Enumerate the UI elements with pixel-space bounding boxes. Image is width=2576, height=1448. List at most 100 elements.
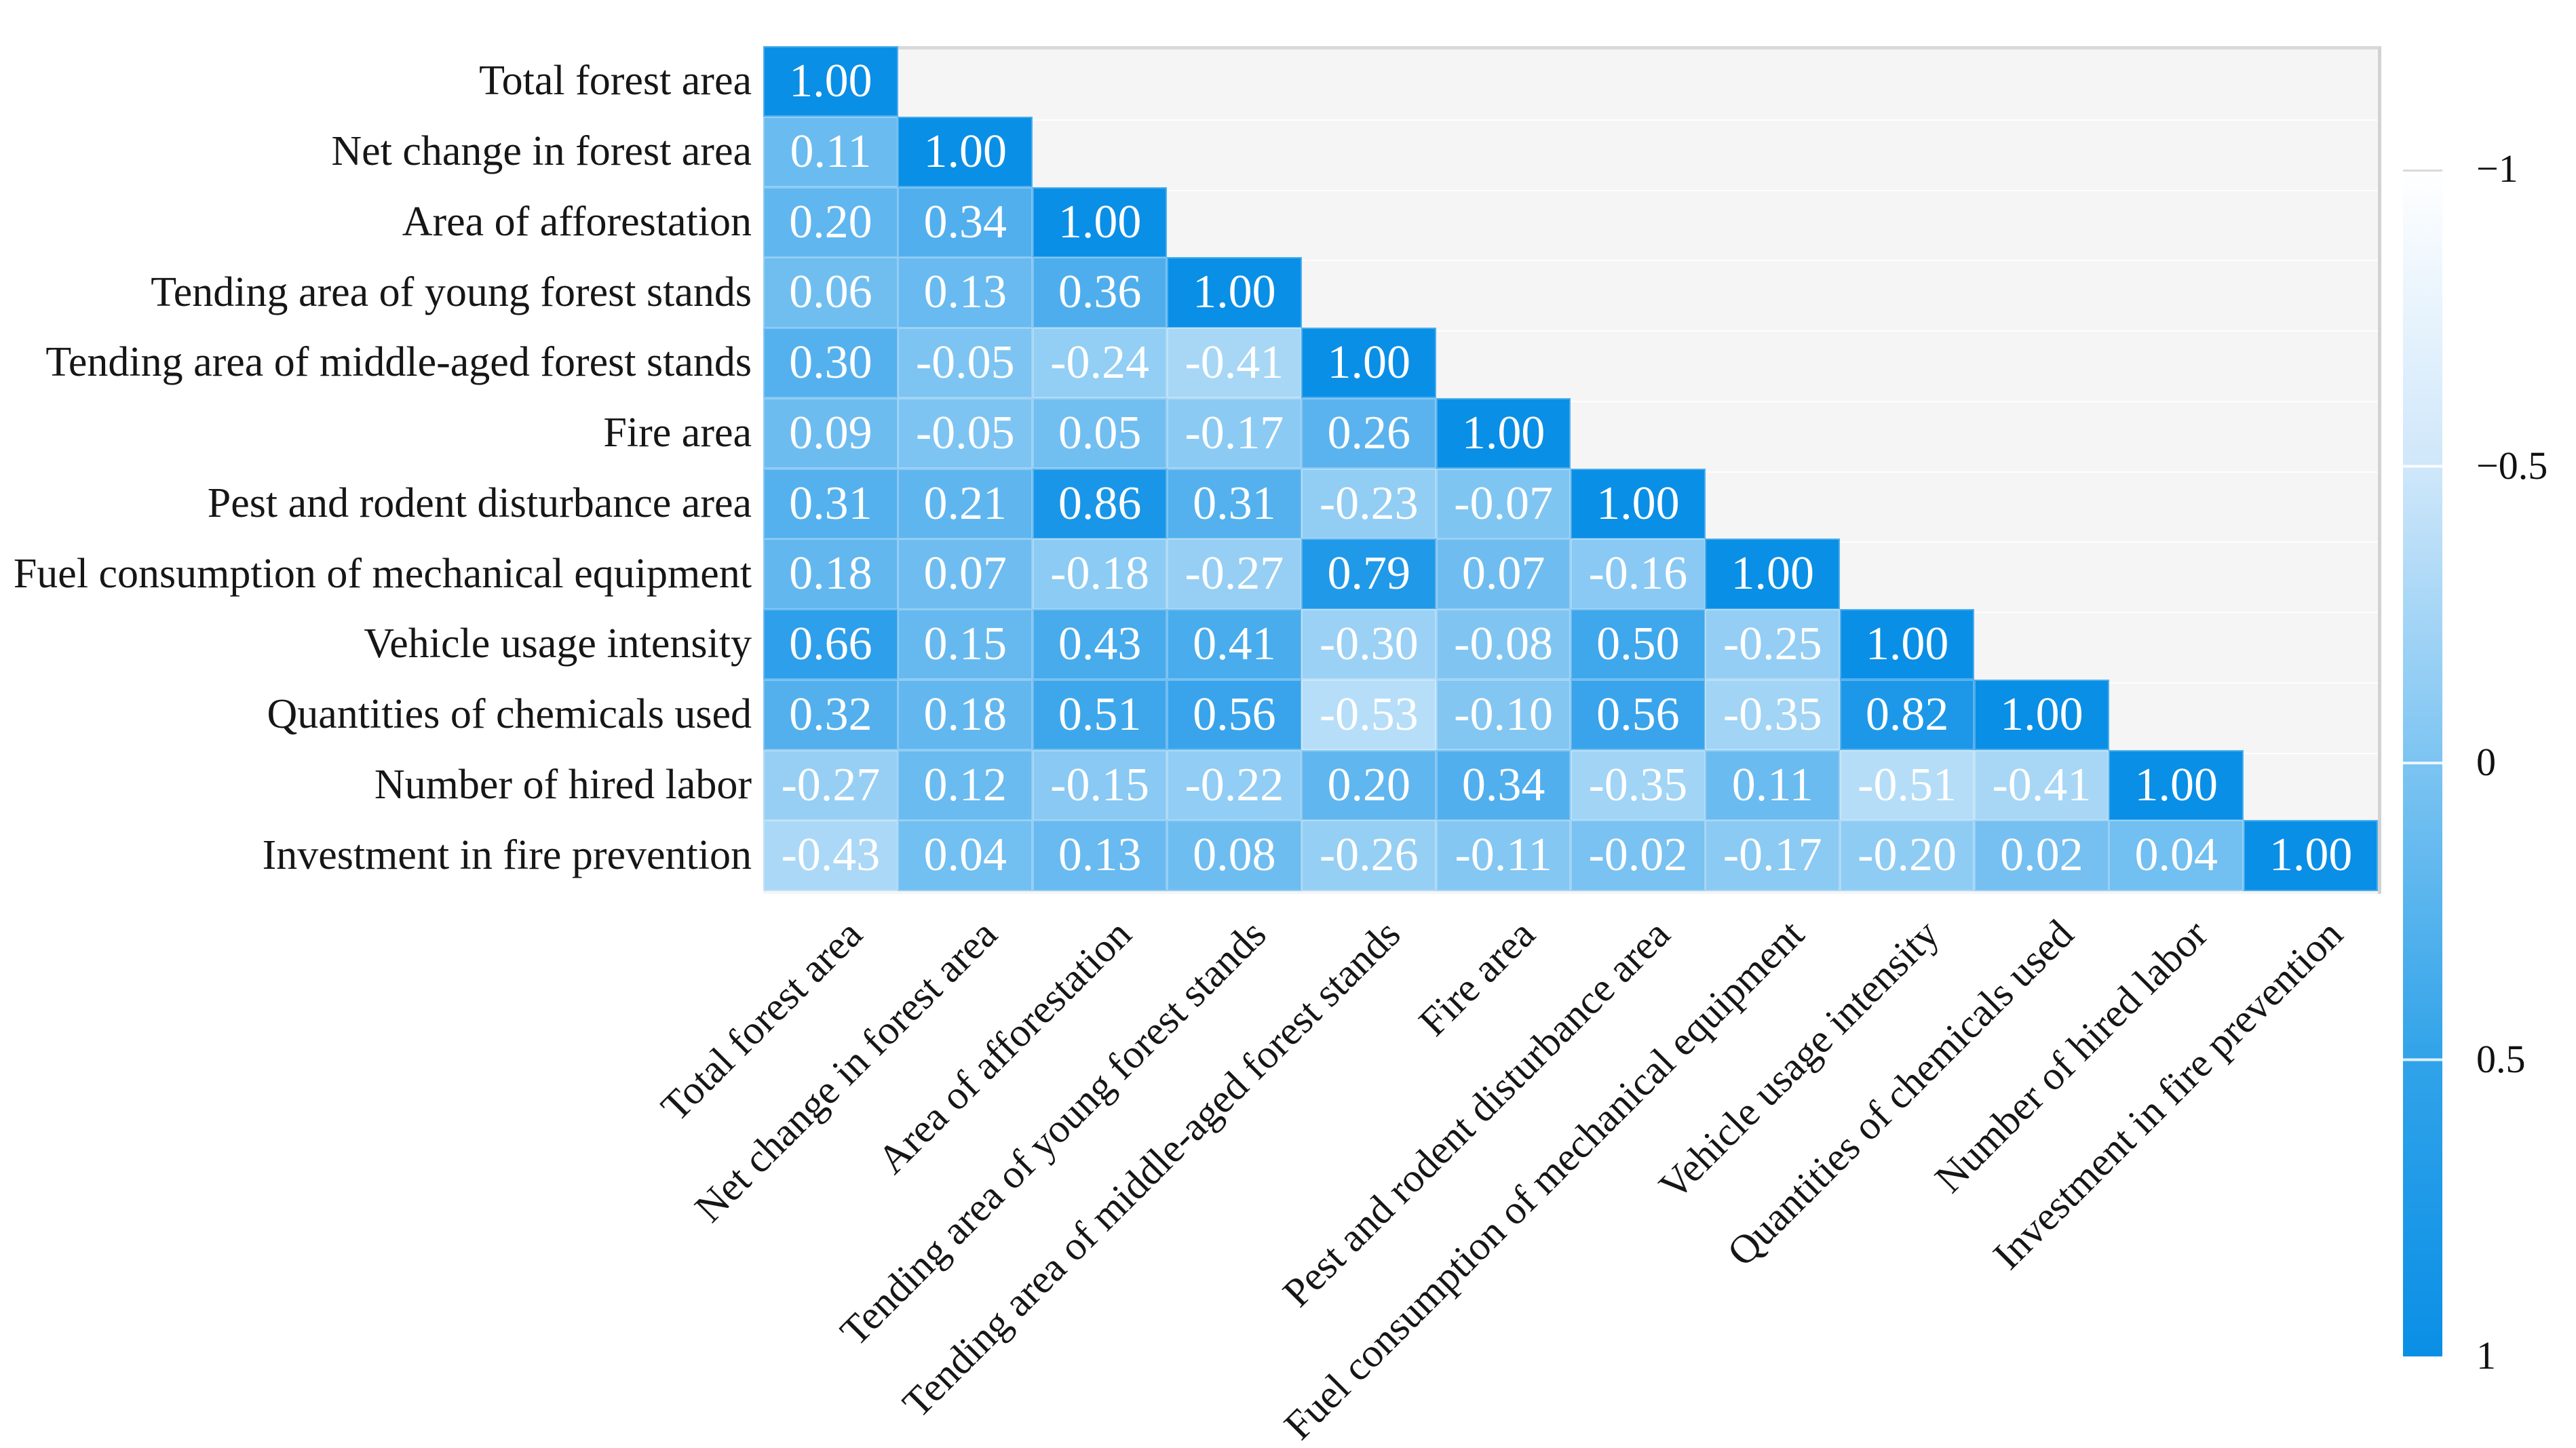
row-separator-line bbox=[763, 260, 2378, 262]
heatmap-cell: 1.00 bbox=[1436, 397, 1571, 469]
y-axis-label: Vehicle usage intensity bbox=[364, 621, 752, 667]
heatmap-cell: -0.26 bbox=[1301, 820, 1437, 891]
heatmap-cell: -0.17 bbox=[1705, 820, 1841, 891]
heatmap-cell: -0.08 bbox=[1436, 609, 1571, 680]
heatmap-cell: 0.18 bbox=[898, 679, 1033, 750]
heatmap-cell: 1.00 bbox=[898, 116, 1033, 187]
heatmap-cell: 0.31 bbox=[763, 468, 898, 539]
heatmap-cell: -0.27 bbox=[1167, 539, 1302, 610]
heatmap-cell: -0.53 bbox=[1301, 679, 1437, 750]
heatmap-cell: 0.31 bbox=[1167, 468, 1302, 539]
heatmap-cell: 0.79 bbox=[1301, 539, 1437, 610]
heatmap-cell: 1.00 bbox=[1705, 539, 1841, 610]
heatmap-cell: 0.04 bbox=[898, 820, 1033, 891]
y-axis-label: Tending area of young forest stands bbox=[151, 269, 752, 315]
colorbar-tick-label: −0.5 bbox=[2476, 443, 2548, 488]
heatmap-cell: 0.34 bbox=[898, 187, 1033, 258]
heatmap-cell: -0.07 bbox=[1436, 468, 1571, 539]
row-separator-line bbox=[763, 119, 2378, 121]
heatmap-cell: 0.26 bbox=[1301, 397, 1437, 469]
x-axis-label: Tending area of middle-aged forest stand… bbox=[894, 911, 1409, 1426]
heatmap-cell: 0.86 bbox=[1032, 468, 1168, 539]
y-axis-label: Total forest area bbox=[479, 58, 752, 104]
heatmap-cell: 0.02 bbox=[1974, 820, 2109, 891]
heatmap-cell: -0.20 bbox=[1839, 820, 1975, 891]
heatmap-cell: 0.66 bbox=[763, 609, 898, 680]
heatmap-cell: -0.25 bbox=[1705, 609, 1841, 680]
heatmap-cell: -0.11 bbox=[1436, 820, 1571, 891]
y-axis-label: Net change in forest area bbox=[331, 128, 752, 175]
heatmap-cell: 0.06 bbox=[763, 257, 898, 328]
heatmap-cell: 0.11 bbox=[763, 116, 898, 187]
y-axis-label: Fire area bbox=[603, 410, 752, 456]
heatmap-cell: 0.41 bbox=[1167, 609, 1302, 680]
heatmap-cell: 1.00 bbox=[1301, 328, 1437, 399]
heatmap-cell: 1.00 bbox=[1974, 679, 2109, 750]
y-axis-label: Investment in fire prevention bbox=[262, 831, 752, 878]
heatmap-cell: 0.09 bbox=[763, 397, 898, 469]
heatmap-cell: 0.50 bbox=[1571, 609, 1706, 680]
x-axis-label: Area of afforestation bbox=[868, 911, 1140, 1182]
x-axis-label: Fire area bbox=[1410, 911, 1544, 1044]
heatmap-cell: 0.30 bbox=[763, 328, 898, 399]
heatmap-cell: 0.12 bbox=[898, 749, 1033, 821]
y-axis-label: Area of afforestation bbox=[402, 198, 752, 245]
heatmap-cell: -0.41 bbox=[1974, 749, 2109, 821]
heatmap-cell: 0.20 bbox=[763, 187, 898, 258]
heatmap-cell: -0.43 bbox=[763, 820, 898, 891]
heatmap-cell: 0.11 bbox=[1705, 749, 1841, 821]
row-separator-line bbox=[763, 330, 2378, 332]
heatmap-cell: -0.05 bbox=[898, 328, 1033, 399]
heatmap-cell: 0.07 bbox=[898, 539, 1033, 610]
heatmap-cell: -0.22 bbox=[1167, 749, 1302, 821]
heatmap-cell: 0.20 bbox=[1301, 749, 1437, 821]
heatmap-cell: 0.08 bbox=[1167, 820, 1302, 891]
y-axis-label: Pest and rodent disturbance area bbox=[207, 480, 752, 526]
heatmap-cell: 0.36 bbox=[1032, 257, 1168, 328]
heatmap-cell: -0.27 bbox=[763, 749, 898, 821]
heatmap-cell: 0.04 bbox=[2109, 820, 2244, 891]
colorbar-tick-label: 0.5 bbox=[2476, 1036, 2526, 1081]
colorbar-tick-label: −1 bbox=[2476, 146, 2518, 191]
colorbar-gradient bbox=[2403, 170, 2442, 1356]
heatmap-cell: 0.51 bbox=[1032, 679, 1168, 750]
y-axis-label: Tending area of middle-aged forest stand… bbox=[45, 339, 752, 386]
colorbar-tick-label: 0 bbox=[2476, 740, 2496, 785]
heatmap-cell: 0.21 bbox=[898, 468, 1033, 539]
row-separator-line bbox=[763, 189, 2378, 191]
heatmap-cell: -0.30 bbox=[1301, 609, 1437, 680]
heatmap-cell: -0.24 bbox=[1032, 328, 1168, 399]
heatmap-cell: -0.17 bbox=[1167, 397, 1302, 469]
heatmap-cell: 0.56 bbox=[1167, 679, 1302, 750]
heatmap-cell: 0.13 bbox=[898, 257, 1033, 328]
heatmap-cell: 0.15 bbox=[898, 609, 1033, 680]
heatmap-cell: 1.00 bbox=[1839, 609, 1975, 680]
heatmap-cell: -0.02 bbox=[1571, 820, 1706, 891]
heatmap-cell: 1.00 bbox=[2243, 820, 2379, 891]
heatmap-cell: -0.41 bbox=[1167, 328, 1302, 399]
heatmap-cell: -0.16 bbox=[1571, 539, 1706, 610]
heatmap-cell: 0.56 bbox=[1571, 679, 1706, 750]
heatmap-cell: 0.13 bbox=[1032, 820, 1168, 891]
heatmap-cell: 1.00 bbox=[763, 46, 898, 117]
y-axis-label: Number of hired labor bbox=[374, 761, 752, 808]
heatmap-cell: -0.15 bbox=[1032, 749, 1168, 821]
heatmap-cell: 0.18 bbox=[763, 539, 898, 610]
heatmap-cell: 1.00 bbox=[1167, 257, 1302, 328]
heatmap-cell: 0.43 bbox=[1032, 609, 1168, 680]
heatmap-cell: 1.00 bbox=[2109, 749, 2244, 821]
y-axis-label: Fuel consumption of mechanical equipment bbox=[13, 550, 752, 597]
heatmap-cell: -0.10 bbox=[1436, 679, 1571, 750]
heatmap-cell: 0.34 bbox=[1436, 749, 1571, 821]
heatmap-cell: -0.23 bbox=[1301, 468, 1437, 539]
heatmap-cell: 0.05 bbox=[1032, 397, 1168, 469]
heatmap-cell: -0.51 bbox=[1839, 749, 1975, 821]
heatmap-cell: 0.82 bbox=[1839, 679, 1975, 750]
heatmap-cell: 1.00 bbox=[1032, 187, 1168, 258]
heatmap-cell: -0.35 bbox=[1705, 679, 1841, 750]
colorbar-tick-label: 1 bbox=[2476, 1333, 2496, 1378]
y-axis-label: Quantities of chemicals used bbox=[267, 691, 752, 738]
heatmap-cell: -0.35 bbox=[1571, 749, 1706, 821]
heatmap-cell: -0.18 bbox=[1032, 539, 1168, 610]
